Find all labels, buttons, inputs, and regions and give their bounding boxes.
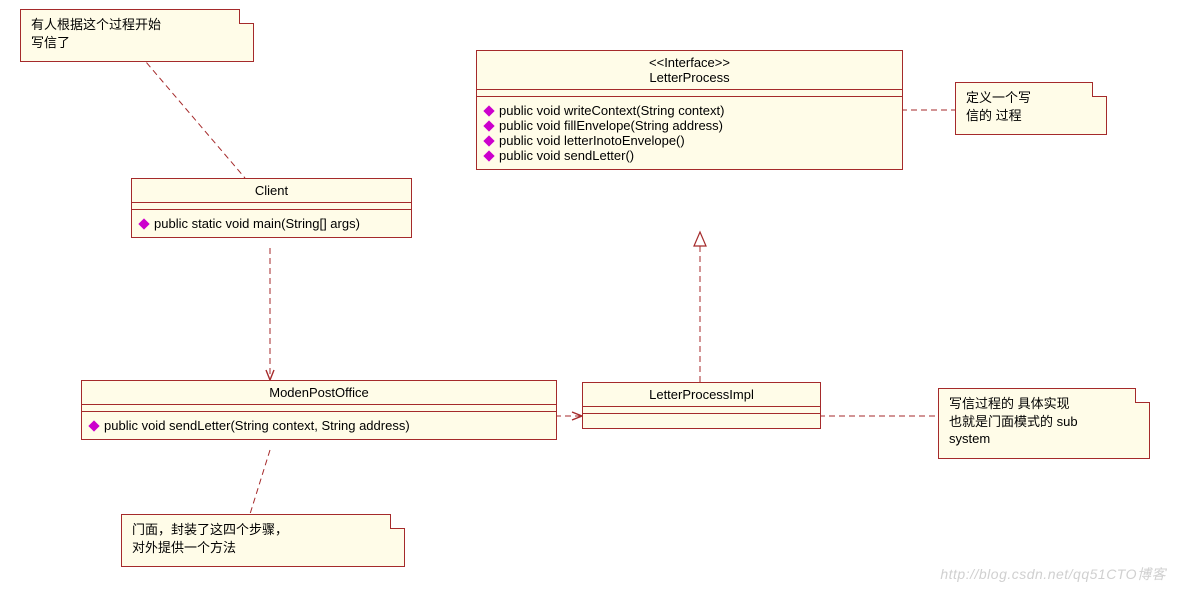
note-fold-icon xyxy=(1135,388,1150,403)
note-text: 写信过程的 具体实现 xyxy=(949,396,1070,411)
methods-compartment xyxy=(583,414,820,428)
class-title: ModenPostOffice xyxy=(82,381,556,405)
method: public void writeContext(String context) xyxy=(485,103,894,118)
class-title: LetterProcessImpl xyxy=(583,383,820,407)
method-sig: public void sendLetter(String context, S… xyxy=(104,418,410,433)
method-sig: public void sendLetter() xyxy=(499,148,634,163)
note-define-process: 定义一个写 信的 过程 xyxy=(955,82,1107,135)
attributes-compartment xyxy=(132,203,411,210)
class-letter-process-impl: LetterProcessImpl xyxy=(582,382,821,429)
note-fold-icon xyxy=(390,514,405,529)
class-name: ModenPostOffice xyxy=(269,385,368,400)
visibility-icon xyxy=(483,120,494,131)
attributes-compartment xyxy=(583,407,820,414)
methods-compartment: public static void main(String[] args) xyxy=(132,210,411,237)
note-text: 门面，封装了这四个步骤， xyxy=(132,522,288,537)
class-name: LetterProcess xyxy=(649,70,729,85)
visibility-icon xyxy=(88,420,99,431)
visibility-icon xyxy=(483,105,494,116)
class-client: Client public static void main(String[] … xyxy=(131,178,412,238)
note-text: 写信了 xyxy=(31,35,70,50)
note-fold-icon xyxy=(1092,82,1107,97)
class-title: Client xyxy=(132,179,411,203)
class-moden-post-office: ModenPostOffice public void sendLetter(S… xyxy=(81,380,557,440)
visibility-icon xyxy=(483,150,494,161)
note-text: 也就是门面模式的 sub xyxy=(949,414,1078,429)
method: public void sendLetter() xyxy=(485,148,894,163)
note-fold-icon xyxy=(239,9,254,24)
attributes-compartment xyxy=(82,405,556,412)
attributes-compartment xyxy=(477,90,902,97)
class-title: <<Interface>> LetterProcess xyxy=(477,51,902,90)
method-sig: public void letterInotoEnvelope() xyxy=(499,133,685,148)
note-text: 有人根据这个过程开始 xyxy=(31,17,161,32)
methods-compartment: public void writeContext(String context)… xyxy=(477,97,902,169)
note-text: 定义一个写 xyxy=(966,90,1031,105)
method-sig: public static void main(String[] args) xyxy=(154,216,360,231)
methods-compartment: public void sendLetter(String context, S… xyxy=(82,412,556,439)
class-name: Client xyxy=(255,183,288,198)
method-sig: public void writeContext(String context) xyxy=(499,103,724,118)
note-impl-subsystem: 写信过程的 具体实现 也就是门面模式的 sub system xyxy=(938,388,1150,459)
class-name: LetterProcessImpl xyxy=(649,387,754,402)
class-letter-process: <<Interface>> LetterProcess public void … xyxy=(476,50,903,170)
method: public void letterInotoEnvelope() xyxy=(485,133,894,148)
note-text: system xyxy=(949,431,990,446)
method: public void fillEnvelope(String address) xyxy=(485,118,894,133)
method-sig: public void fillEnvelope(String address) xyxy=(499,118,723,133)
note-start-writing: 有人根据这个过程开始 写信了 xyxy=(20,9,254,62)
note-text: 对外提供一个方法 xyxy=(132,540,236,555)
method: public static void main(String[] args) xyxy=(140,216,403,231)
visibility-icon xyxy=(138,218,149,229)
note-facade: 门面，封装了这四个步骤， 对外提供一个方法 xyxy=(121,514,405,567)
method: public void sendLetter(String context, S… xyxy=(90,418,548,433)
watermark-text: http://blog.csdn.net/qq51CTO博客 xyxy=(940,564,1166,584)
stereotype: <<Interface>> xyxy=(485,55,894,70)
note-text: 信的 过程 xyxy=(966,108,1022,123)
visibility-icon xyxy=(483,135,494,146)
